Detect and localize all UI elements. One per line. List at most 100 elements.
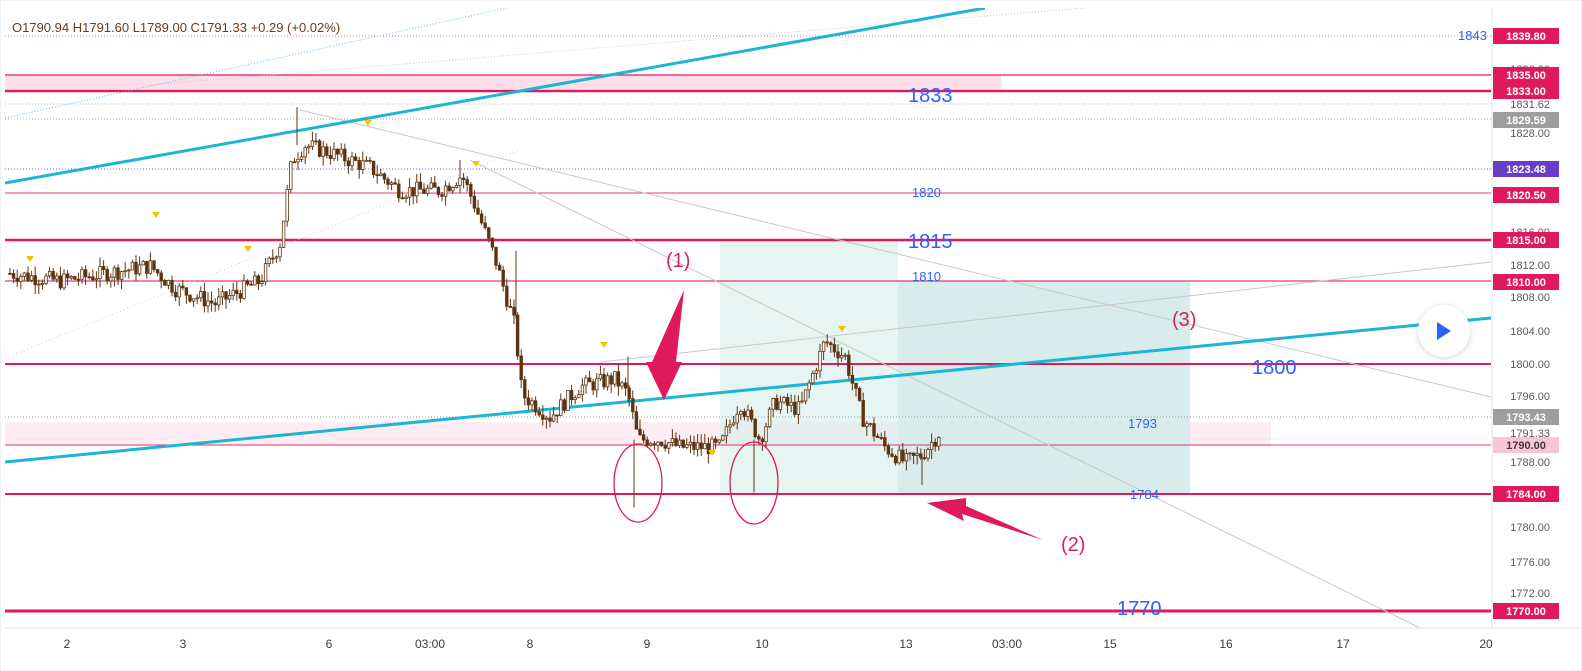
level-label-1815: 1815 <box>908 231 953 253</box>
price-tag <box>1493 409 1559 425</box>
price-tag-label: 1815.00 <box>1506 235 1546 247</box>
candle <box>663 445 667 449</box>
fractal-marker-5 <box>600 342 608 348</box>
candle <box>231 289 235 296</box>
time-tick-label: 17 <box>1336 637 1350 651</box>
dotted-channel-top <box>5 8 509 119</box>
price-tick-label: 1804.00 <box>1510 326 1550 338</box>
candle <box>721 435 725 441</box>
candle <box>501 269 505 287</box>
candle <box>224 291 228 300</box>
candle <box>335 148 340 155</box>
candle <box>649 443 653 446</box>
price-tag-label: 1793.43 <box>1506 412 1546 424</box>
candle <box>267 257 271 265</box>
candle <box>641 434 646 441</box>
candle <box>357 160 361 170</box>
candle <box>515 314 520 357</box>
low-circle-2 <box>729 441 779 525</box>
candle <box>764 426 768 443</box>
candle <box>753 418 757 438</box>
gray-trendline-upper <box>299 109 1491 398</box>
candle <box>713 438 718 443</box>
ohlc-header: O1790.94 H1791.60 L1789.00 C1791.33 +0.2… <box>12 20 341 35</box>
candle <box>181 285 185 289</box>
candle <box>152 260 156 270</box>
candle <box>566 390 570 411</box>
price-tick-label: 1788.00 <box>1510 457 1550 469</box>
candle <box>667 442 671 449</box>
time-tick-label: 03:00 <box>992 637 1022 651</box>
candle <box>897 449 901 464</box>
candle <box>562 399 567 411</box>
price-tag <box>1493 83 1559 99</box>
time-tick-label: 03:00 <box>415 637 445 651</box>
price-tag <box>1493 28 1559 44</box>
target-box-right <box>898 281 1190 493</box>
price-tag-label: 1839.80 <box>1506 31 1546 43</box>
candle <box>875 435 880 438</box>
candle <box>544 417 549 420</box>
candle <box>404 196 408 199</box>
candle <box>87 276 91 279</box>
candle <box>429 182 433 189</box>
candle <box>706 443 711 455</box>
candle <box>569 390 574 401</box>
candle <box>825 341 829 344</box>
candle <box>209 300 214 304</box>
candle <box>296 158 300 163</box>
candle <box>368 159 372 162</box>
level-label-1843: 1843 <box>1458 28 1487 43</box>
plot-layer: 1843 1833 1820 1815 1810 1800 1793 1784 1770 (1) (… <box>5 8 1491 628</box>
candle <box>670 438 675 444</box>
candle <box>389 182 394 185</box>
candle <box>440 194 444 197</box>
candle <box>638 428 642 436</box>
target-box-left <box>720 241 898 493</box>
candle <box>901 449 905 462</box>
candle <box>717 439 721 443</box>
candle <box>847 354 851 376</box>
candle <box>177 285 181 298</box>
candle <box>33 275 37 286</box>
candle <box>771 398 775 410</box>
price-tag <box>1493 437 1559 453</box>
candle <box>613 371 617 385</box>
candle <box>685 444 689 448</box>
price-tag-label: 1820.50 <box>1506 190 1546 202</box>
candle <box>541 414 545 420</box>
time-tick-label: 13 <box>899 637 913 651</box>
candle <box>163 280 167 286</box>
candle <box>523 379 527 399</box>
candle <box>202 291 207 307</box>
candle <box>242 280 246 299</box>
candle <box>8 272 12 275</box>
price-tag-label: 1835.00 <box>1506 70 1546 82</box>
replay-play-button[interactable] <box>1418 305 1470 357</box>
candle <box>807 382 811 391</box>
candle <box>512 306 516 316</box>
dotted-trend-top <box>149 8 1090 86</box>
candle <box>274 256 279 259</box>
price-tag <box>1493 112 1559 128</box>
annotation-label-2: (2) <box>1061 534 1085 556</box>
candle <box>353 156 358 161</box>
price-tag <box>1493 603 1559 619</box>
candle <box>44 275 48 284</box>
candle <box>83 269 88 278</box>
candle <box>746 409 750 417</box>
candle <box>134 261 138 275</box>
candle <box>605 375 610 388</box>
channel-line-upper <box>5 8 986 185</box>
candle <box>227 294 232 300</box>
candle <box>339 148 343 155</box>
candle <box>379 173 383 177</box>
candle <box>19 276 23 282</box>
candle <box>872 423 876 437</box>
play-icon <box>1437 322 1451 340</box>
arrow-annotation-1 <box>646 290 684 400</box>
candle <box>173 291 178 298</box>
price-tick-label: 1812.00 <box>1510 260 1550 272</box>
